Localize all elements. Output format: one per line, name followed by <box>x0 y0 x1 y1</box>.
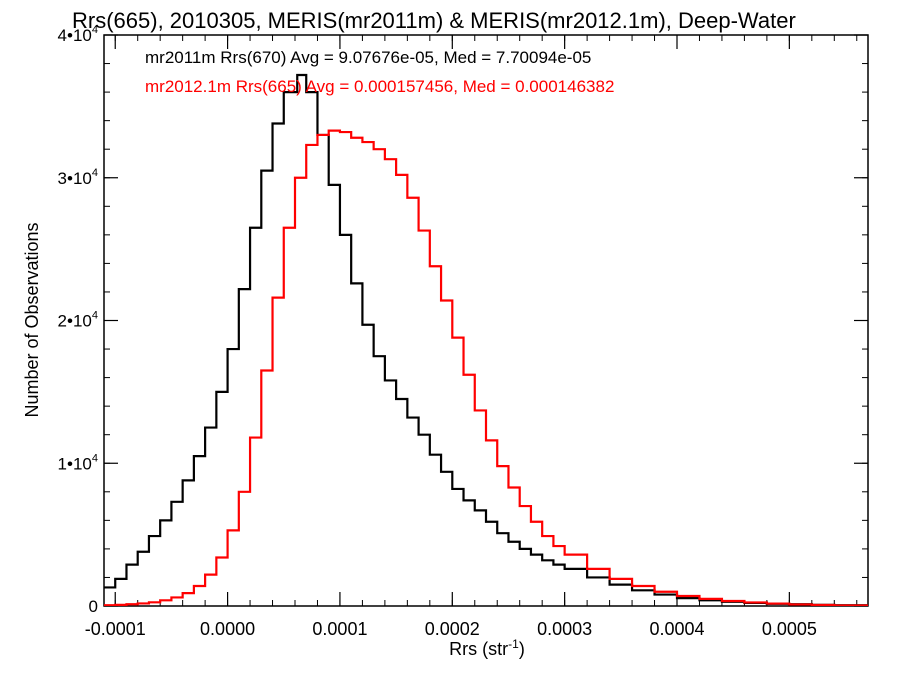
x-tick-label: 0.0004 <box>649 619 704 639</box>
y-tick-label: 3•104 <box>58 167 98 188</box>
x-axis-label: Rrs (str-1) <box>449 637 525 659</box>
series-line-1 <box>104 129 868 606</box>
series-line-0 <box>104 73 868 606</box>
x-tick-label: 0.0000 <box>200 619 255 639</box>
x-tick-label: 0.0003 <box>537 619 592 639</box>
chart-title: Rrs(665), 2010305, MERIS(mr2011m) & MERI… <box>72 8 796 33</box>
y-tick-label: 4•104 <box>58 24 98 45</box>
x-tick-label: 0.0002 <box>425 619 480 639</box>
y-tick-label: 2•104 <box>58 310 98 331</box>
y-tick-label: 1•104 <box>58 452 98 473</box>
y-axis-label: Number of Observations <box>22 222 42 417</box>
x-tick-label: 0.0001 <box>312 619 367 639</box>
y-tick-label: 0 <box>89 597 98 616</box>
x-tick-label: 0.0005 <box>762 619 817 639</box>
x-tick-label: -0.0001 <box>85 619 146 639</box>
annotation-1: mr2011m Rrs(670) Avg = 9.07676e-05, Med … <box>145 48 591 67</box>
annotation-2: mr2012.1m Rrs(665) Avg = 0.000157456, Me… <box>145 77 614 96</box>
